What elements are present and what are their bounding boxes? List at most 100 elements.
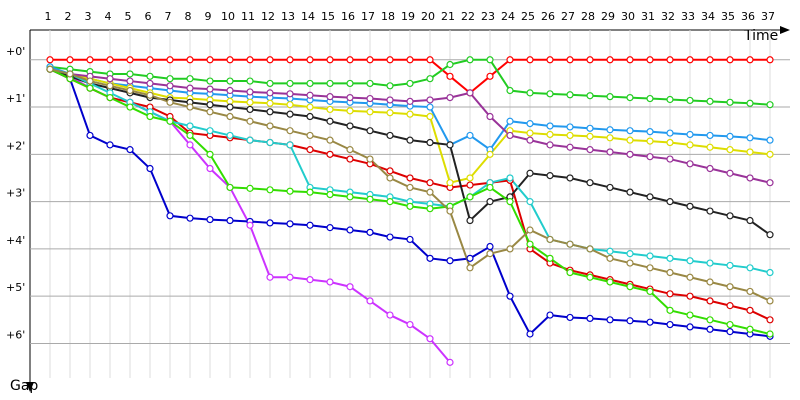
x-tick-label: 36 [741, 10, 755, 23]
point [486, 183, 494, 192]
point [506, 131, 514, 140]
point [706, 97, 714, 105]
point [746, 99, 754, 107]
point [446, 72, 454, 80]
y-tick-label: +1' [6, 92, 25, 105]
point [266, 79, 274, 88]
point [406, 183, 414, 192]
x-tick-label: 15 [321, 10, 335, 23]
point [466, 264, 474, 272]
point [686, 292, 694, 300]
point [506, 174, 514, 182]
point [346, 226, 354, 234]
point [646, 264, 654, 272]
point [686, 257, 694, 265]
point [326, 150, 334, 158]
point [426, 56, 434, 64]
point [566, 131, 574, 140]
point [366, 79, 374, 88]
point [326, 105, 334, 114]
point [126, 56, 134, 64]
x-tick-label: 17 [361, 10, 375, 23]
point [206, 127, 214, 135]
point [666, 155, 674, 163]
point [246, 98, 254, 106]
point [66, 56, 74, 64]
point [346, 56, 354, 64]
point [326, 79, 334, 88]
point [446, 141, 454, 149]
point [246, 221, 254, 229]
point [206, 85, 214, 93]
point [386, 233, 394, 241]
point [326, 136, 334, 144]
point [566, 268, 574, 277]
point [546, 172, 554, 180]
point [526, 198, 534, 206]
point [726, 98, 734, 106]
point [406, 56, 414, 64]
point [706, 56, 714, 64]
point [346, 146, 354, 154]
y-axis-title: Gap [10, 378, 38, 394]
point [666, 198, 674, 206]
point [626, 136, 634, 144]
point [226, 56, 234, 64]
point [686, 202, 694, 210]
point [466, 181, 474, 189]
x-tick-label: 9 [205, 10, 212, 23]
y-tick-label: +0' [6, 45, 25, 58]
point [546, 90, 554, 98]
point [526, 89, 534, 97]
point [346, 94, 354, 102]
point [306, 91, 314, 99]
point [46, 56, 54, 64]
point [586, 179, 594, 187]
point [266, 99, 274, 107]
point [246, 77, 254, 85]
x-tick-label: 33 [681, 10, 695, 23]
point [106, 56, 114, 64]
point [606, 148, 614, 156]
point [666, 254, 674, 262]
x-tick-label: 7 [165, 10, 172, 23]
point [466, 216, 474, 225]
point [106, 75, 114, 83]
point [266, 138, 274, 147]
point [646, 128, 654, 136]
point [746, 216, 754, 225]
point [626, 317, 634, 325]
point [706, 143, 714, 151]
point [666, 290, 674, 298]
point [746, 325, 754, 333]
point [386, 82, 394, 90]
x-tick-label: 10 [221, 10, 235, 23]
point [746, 56, 754, 64]
point [466, 254, 474, 262]
y-tick-label: +6' [6, 328, 25, 341]
point [286, 90, 294, 98]
point [386, 56, 394, 64]
point [286, 110, 294, 118]
point [346, 193, 354, 201]
point [766, 297, 774, 305]
point [526, 129, 534, 137]
point [626, 94, 634, 102]
point [606, 134, 614, 142]
point [626, 188, 634, 196]
point [66, 70, 74, 78]
point [146, 79, 154, 88]
point [646, 94, 654, 103]
point [526, 169, 534, 177]
point [426, 138, 434, 147]
point [266, 108, 274, 116]
x-tick-label: 4 [105, 10, 112, 23]
point [586, 146, 594, 154]
point [626, 56, 634, 64]
x-tick-label: 13 [281, 10, 295, 23]
point [586, 273, 594, 281]
point [626, 259, 634, 267]
point [126, 86, 134, 95]
point [546, 235, 554, 244]
point [426, 179, 434, 187]
